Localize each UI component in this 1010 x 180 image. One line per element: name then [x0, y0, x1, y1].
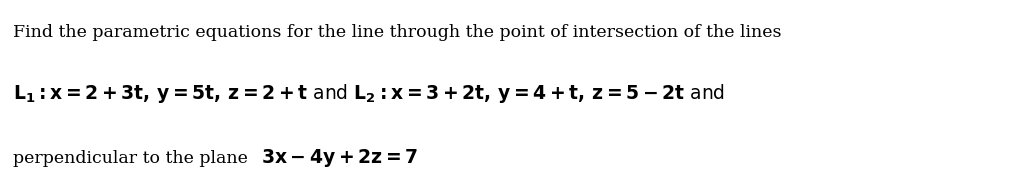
Text: $\mathbf{3x - 4y + 2z = 7}$: $\mathbf{3x - 4y + 2z = 7}$ [261, 147, 417, 169]
Text: $\mathbf{L_1}$$\mathbf{:x = 2 + 3t,\, y = 5t,\, z = 2 + t}$ $\mathrm{and}$ $\mat: $\mathbf{L_1}$$\mathbf{:x = 2 + 3t,\, y … [13, 82, 725, 105]
Text: Find the parametric equations for the line through the point of intersection of : Find the parametric equations for the li… [13, 24, 782, 41]
Text: perpendicular to the plane: perpendicular to the plane [13, 150, 254, 167]
